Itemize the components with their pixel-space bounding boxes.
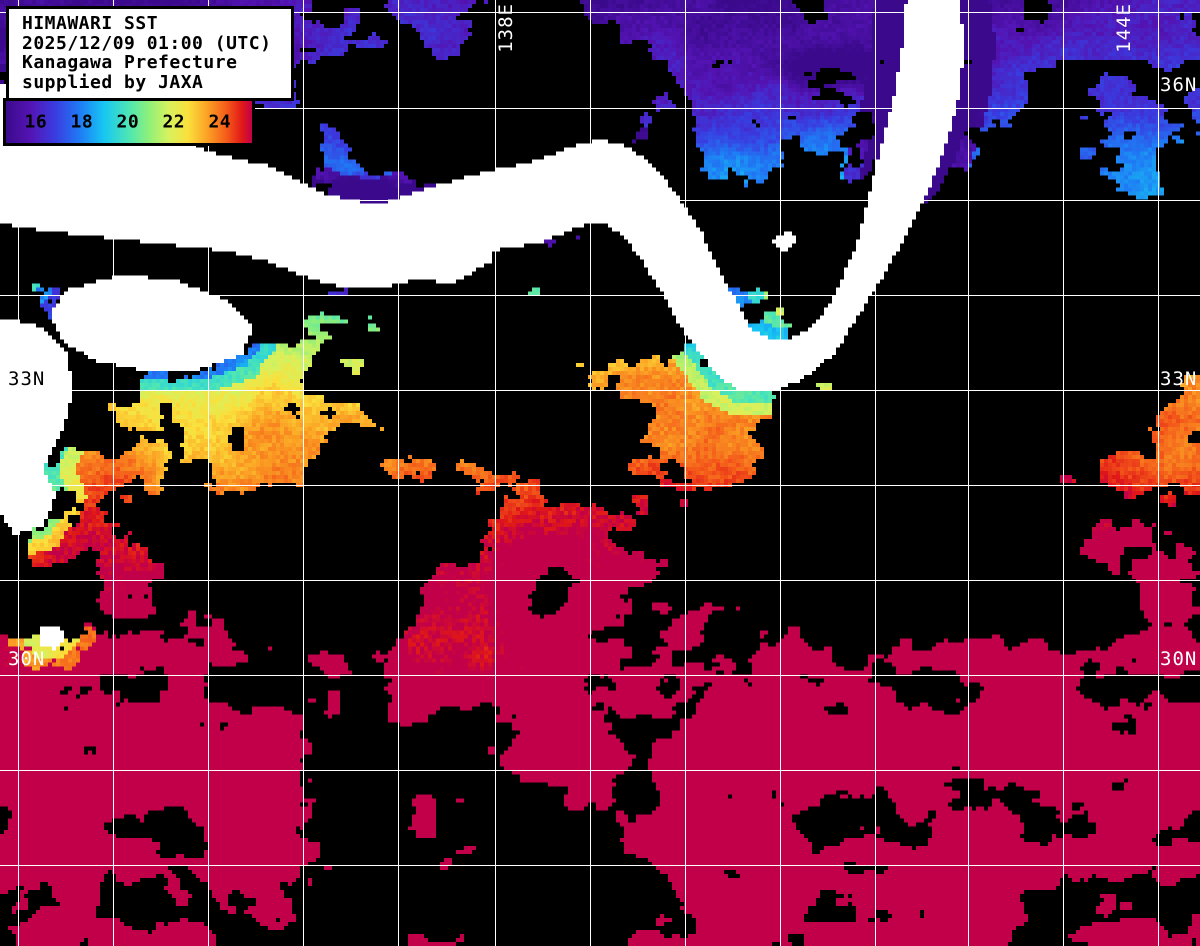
colorbar-tick-22: 22 <box>162 111 186 133</box>
title-info-box: HIMAWARI SST 2025/12/09 01:00 (UTC) Kana… <box>6 6 294 101</box>
colorbar-tick-18: 18 <box>70 111 94 133</box>
colorbar-tick-labels: 16 18 20 22 24 <box>6 101 252 143</box>
colorbar-tick-16: 16 <box>24 111 48 133</box>
colorbar-gradient <box>6 101 252 143</box>
title-line-source: supplied by JAXA <box>22 71 204 93</box>
temperature-colorbar: 16 18 20 22 24 <box>3 98 255 146</box>
title-line-provider: Kanagawa Prefecture <box>22 52 238 73</box>
colorbar-tick-20: 20 <box>116 111 140 133</box>
title-line-product: HIMAWARI SST <box>22 13 159 34</box>
title-line-datetime: 2025/12/09 01:00 (UTC) <box>22 32 272 54</box>
colorbar-tick-24: 24 <box>208 111 232 133</box>
